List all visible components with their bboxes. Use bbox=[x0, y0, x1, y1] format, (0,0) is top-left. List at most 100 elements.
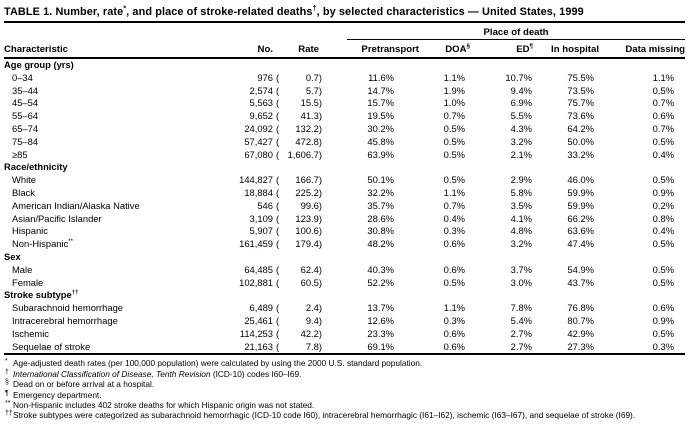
cell-ed: 9.4% bbox=[510, 84, 532, 96]
cell-ed: 3.7% bbox=[510, 263, 532, 275]
cell-in-hospital: 43.7% bbox=[567, 276, 594, 288]
cell-no: 144,827 bbox=[239, 174, 273, 186]
cell-doa: 0.6% bbox=[419, 340, 470, 356]
place-of-death-spanner-row: Place of death bbox=[4, 23, 686, 40]
cell-in-hospital: 64.2% bbox=[567, 122, 594, 134]
column-header-row: Characteristic No. Rate Pretransport DOA… bbox=[4, 40, 686, 59]
cell-doa: 0.7% bbox=[443, 110, 465, 122]
cell-characteristic: 55–64 bbox=[12, 110, 39, 122]
cell-characteristic: Black bbox=[12, 186, 35, 198]
cell-doa: 0.4% bbox=[443, 212, 465, 224]
cell-in-hospital: 46.0% bbox=[567, 174, 594, 186]
cell-data-missing: 0.6% bbox=[652, 110, 675, 122]
section-row-sex: Sex bbox=[4, 251, 685, 264]
cell-doa: 1.1% bbox=[443, 71, 465, 83]
footnote-italic-text: International Classification of Disease,… bbox=[13, 368, 211, 379]
cell-doa: 0.3% bbox=[443, 225, 465, 237]
cell-pretransport: 40.3% bbox=[367, 263, 394, 275]
section-row-age-group: Age group (yrs) bbox=[4, 58, 685, 72]
cell-no: 18,884 bbox=[244, 186, 273, 198]
cell-in-hospital: 80.7% bbox=[567, 314, 594, 326]
footnote: † International Classification of Disease… bbox=[4, 369, 685, 379]
cell-characteristic: Ischemic bbox=[12, 327, 49, 339]
footnote: § Dead on or before arrival at a hospital… bbox=[4, 379, 685, 389]
cell-characteristic: White bbox=[12, 174, 36, 186]
cell-doa: 0.5% bbox=[443, 276, 465, 288]
footnote-text: Stroke subtypes were categorized as suba… bbox=[13, 410, 636, 421]
cell-ed: 5.8% bbox=[510, 186, 532, 198]
cell-in-hospital: 75.5% bbox=[567, 71, 594, 83]
section-heading: Race/ethnicity bbox=[4, 161, 68, 173]
cell-in-hospital: 42.9% bbox=[567, 327, 594, 339]
cell-no: 5,563 bbox=[249, 97, 273, 109]
cell-in-hospital: 76.8% bbox=[567, 302, 594, 314]
footnote-text: Non-Hispanic includes 402 stroke deaths … bbox=[13, 399, 315, 410]
section-heading: Stroke subtype†† bbox=[4, 289, 79, 301]
cell-doa: 1.1% bbox=[443, 186, 465, 198]
cell-rate: (41.3) bbox=[276, 110, 322, 122]
column-header-ed: ED¶ bbox=[470, 40, 533, 59]
cell-data-missing: 0.7% bbox=[652, 122, 675, 134]
cell-pretransport: 52.2% bbox=[367, 276, 394, 288]
column-header-no: No. bbox=[239, 40, 273, 59]
cell-pretransport: 30.2% bbox=[367, 122, 394, 134]
cell-rate: (99.6) bbox=[276, 199, 322, 211]
cell-characteristic: Asian/Pacific Islander bbox=[12, 212, 102, 224]
cell-doa: 1.0% bbox=[443, 97, 465, 109]
table-row: 0–34 976 (0.7) 11.6% 1.1% 10.7% 75.5% 1.… bbox=[4, 72, 685, 85]
title-footnote-marker-asterisk: * bbox=[123, 4, 127, 13]
cell-data-missing: 0.7% bbox=[652, 97, 675, 109]
cell-pretransport: 13.7% bbox=[367, 302, 394, 314]
cell-data-missing: 0.2% bbox=[652, 199, 675, 211]
footnote-marker: † bbox=[5, 368, 9, 376]
cell-rate: (132.2) bbox=[276, 122, 322, 134]
cell-rate: (166.7) bbox=[276, 174, 322, 186]
cell-no: 64,485 bbox=[244, 263, 273, 275]
table-row: Intracerebral hemorrhage 25,461 (9.4) 12… bbox=[4, 315, 685, 328]
table-row: White 144,827 (166.7) 50.1% 0.5% 2.9% 46… bbox=[4, 174, 685, 187]
table-row: 75–84 57,427 (472.8) 45.8% 0.5% 3.2% 50.… bbox=[4, 136, 685, 149]
cell-doa: 0.5% bbox=[443, 174, 465, 186]
table-row: American Indian/Alaska Native 546 (99.6)… bbox=[4, 200, 685, 213]
footnote: ¶ Emergency department. bbox=[4, 390, 685, 400]
cell-data-missing: 1.1% bbox=[652, 71, 675, 83]
cell-data-missing: 0.5% bbox=[652, 238, 675, 250]
cell-rate: (62.4) bbox=[276, 263, 322, 275]
section-heading: Age group (yrs) bbox=[4, 59, 74, 70]
cell-pretransport: 28.6% bbox=[367, 212, 394, 224]
page-title: TABLE 1. Number, rate*, and place of str… bbox=[4, 0, 685, 23]
cell-no: 9,652 bbox=[249, 110, 273, 122]
footnote-marker: ** bbox=[5, 399, 11, 407]
cell-rate: (7.8) bbox=[273, 340, 322, 356]
cell-doa: 1.1% bbox=[443, 302, 465, 314]
cell-data-missing: 0.5% bbox=[652, 174, 675, 186]
cell-no: 546 bbox=[257, 199, 273, 211]
cell-data-missing: 0.5% bbox=[652, 263, 675, 275]
cell-characteristic: 0–34 bbox=[12, 71, 33, 83]
cell-pretransport: 45.8% bbox=[367, 135, 394, 147]
cell-no: 57,427 bbox=[244, 135, 273, 147]
section-row-stroke-subtype: Stroke subtype†† bbox=[4, 289, 685, 302]
table-row: Female 102,881 (60.5) 52.2% 0.5% 3.0% 43… bbox=[4, 277, 685, 290]
cell-no: 102,881 bbox=[239, 276, 273, 288]
cell-data-missing: 0.5% bbox=[652, 276, 675, 288]
table-row: 65–74 24,092 (132.2) 30.2% 0.5% 4.3% 64.… bbox=[4, 123, 685, 136]
cell-data-missing: 0.3% bbox=[599, 340, 686, 356]
cell-data-missing: 0.4% bbox=[652, 225, 675, 237]
cell-pretransport: 23.3% bbox=[367, 327, 394, 339]
cell-no: 2,574 bbox=[249, 84, 273, 96]
cell-rate: (472.8) bbox=[276, 135, 322, 147]
cell-doa: 0.5% bbox=[443, 122, 465, 134]
cell-pretransport: 14.7% bbox=[367, 84, 394, 96]
table-row: 55–64 9,652 (41.3) 19.5% 0.7% 5.5% 73.6%… bbox=[4, 110, 685, 123]
section-row-race-ethnicity: Race/ethnicity bbox=[4, 161, 685, 174]
cell-no: 976 bbox=[257, 71, 273, 83]
cell-rate: (179.4) bbox=[276, 238, 322, 250]
cell-ed: 4.1% bbox=[510, 212, 532, 224]
cell-characteristic: American Indian/Alaska Native bbox=[12, 199, 140, 211]
cell-doa: 0.3% bbox=[443, 314, 465, 326]
footnote-marker: †† bbox=[5, 410, 13, 418]
cell-pretransport: 32.2% bbox=[367, 186, 394, 198]
cell-data-missing: 0.4% bbox=[652, 148, 675, 160]
cell-ed: 7.8% bbox=[510, 302, 532, 314]
